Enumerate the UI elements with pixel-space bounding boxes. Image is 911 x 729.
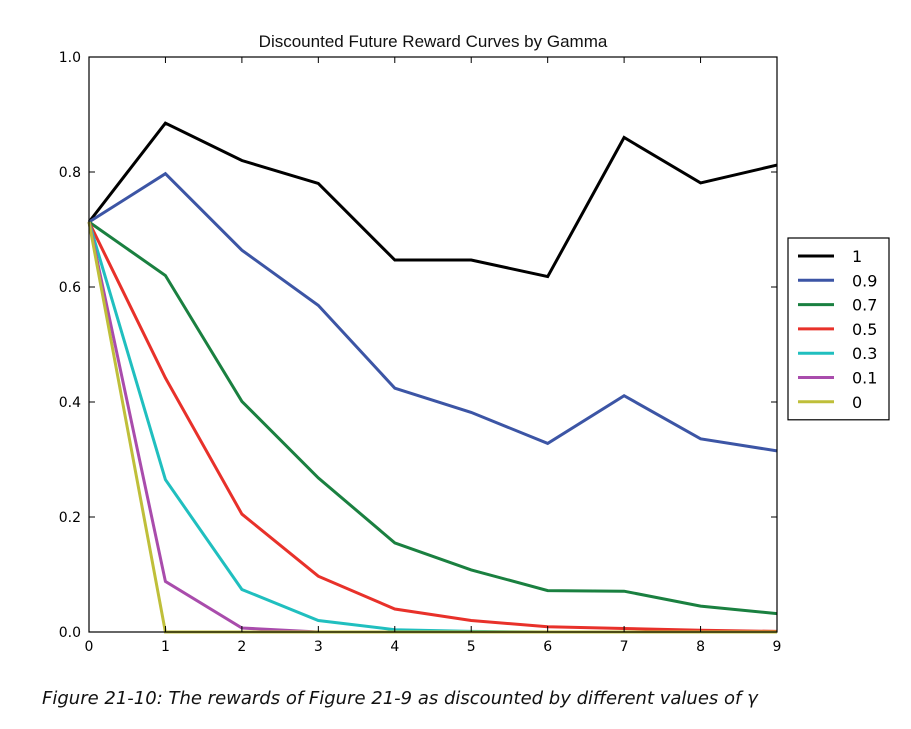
legend-label-2: 0.7 — [852, 296, 877, 315]
y-tick-label: 0.0 — [59, 625, 81, 641]
x-tick-label: 2 — [237, 639, 246, 655]
x-tick-label: 8 — [696, 639, 705, 655]
plot-area: 0 1 2 3 4 5 6 7 8 9 0.0 0.2 0.4 0.6 0.8 1.0 — [59, 50, 782, 655]
x-tick-label: 0 — [85, 639, 94, 655]
legend-label-0: 1 — [852, 247, 862, 266]
x-tick-label: 7 — [620, 639, 629, 655]
y-tick-label: 0.8 — [59, 165, 81, 181]
legend-label-5: 0.1 — [852, 369, 877, 388]
y-tick-label: 0.2 — [59, 510, 81, 526]
x-tick-label: 9 — [773, 639, 782, 655]
x-tick-label: 1 — [161, 639, 170, 655]
series-line-1 — [88, 171, 778, 453]
series-line-3 — [87, 221, 778, 633]
legend-label-3: 0.5 — [852, 320, 877, 339]
x-tick-label: 5 — [467, 639, 476, 655]
legend-label-4: 0.3 — [852, 344, 877, 363]
series-line-2 — [88, 220, 778, 616]
legend: 1 0.9 0.7 0.5 0.3 0.1 0 — [787, 237, 890, 421]
legend-label-6: 0 — [852, 393, 862, 412]
plot-frame — [88, 56, 778, 633]
x-tick-label: 3 — [314, 639, 323, 655]
legend-label-1: 0.9 — [852, 271, 877, 290]
chart-title: Discounted Future Reward Curves by Gamma — [259, 32, 608, 51]
series-line-0 — [87, 121, 778, 279]
x-tick-label: 6 — [543, 639, 552, 655]
figure-caption: Figure 21-10: The rewards of Figure 21-9… — [42, 688, 758, 709]
x-tick-label: 4 — [390, 639, 399, 655]
y-tick-label: 0.6 — [59, 280, 81, 296]
y-tick-label: 1.0 — [59, 50, 81, 66]
y-tick-label: 0.4 — [59, 395, 81, 411]
